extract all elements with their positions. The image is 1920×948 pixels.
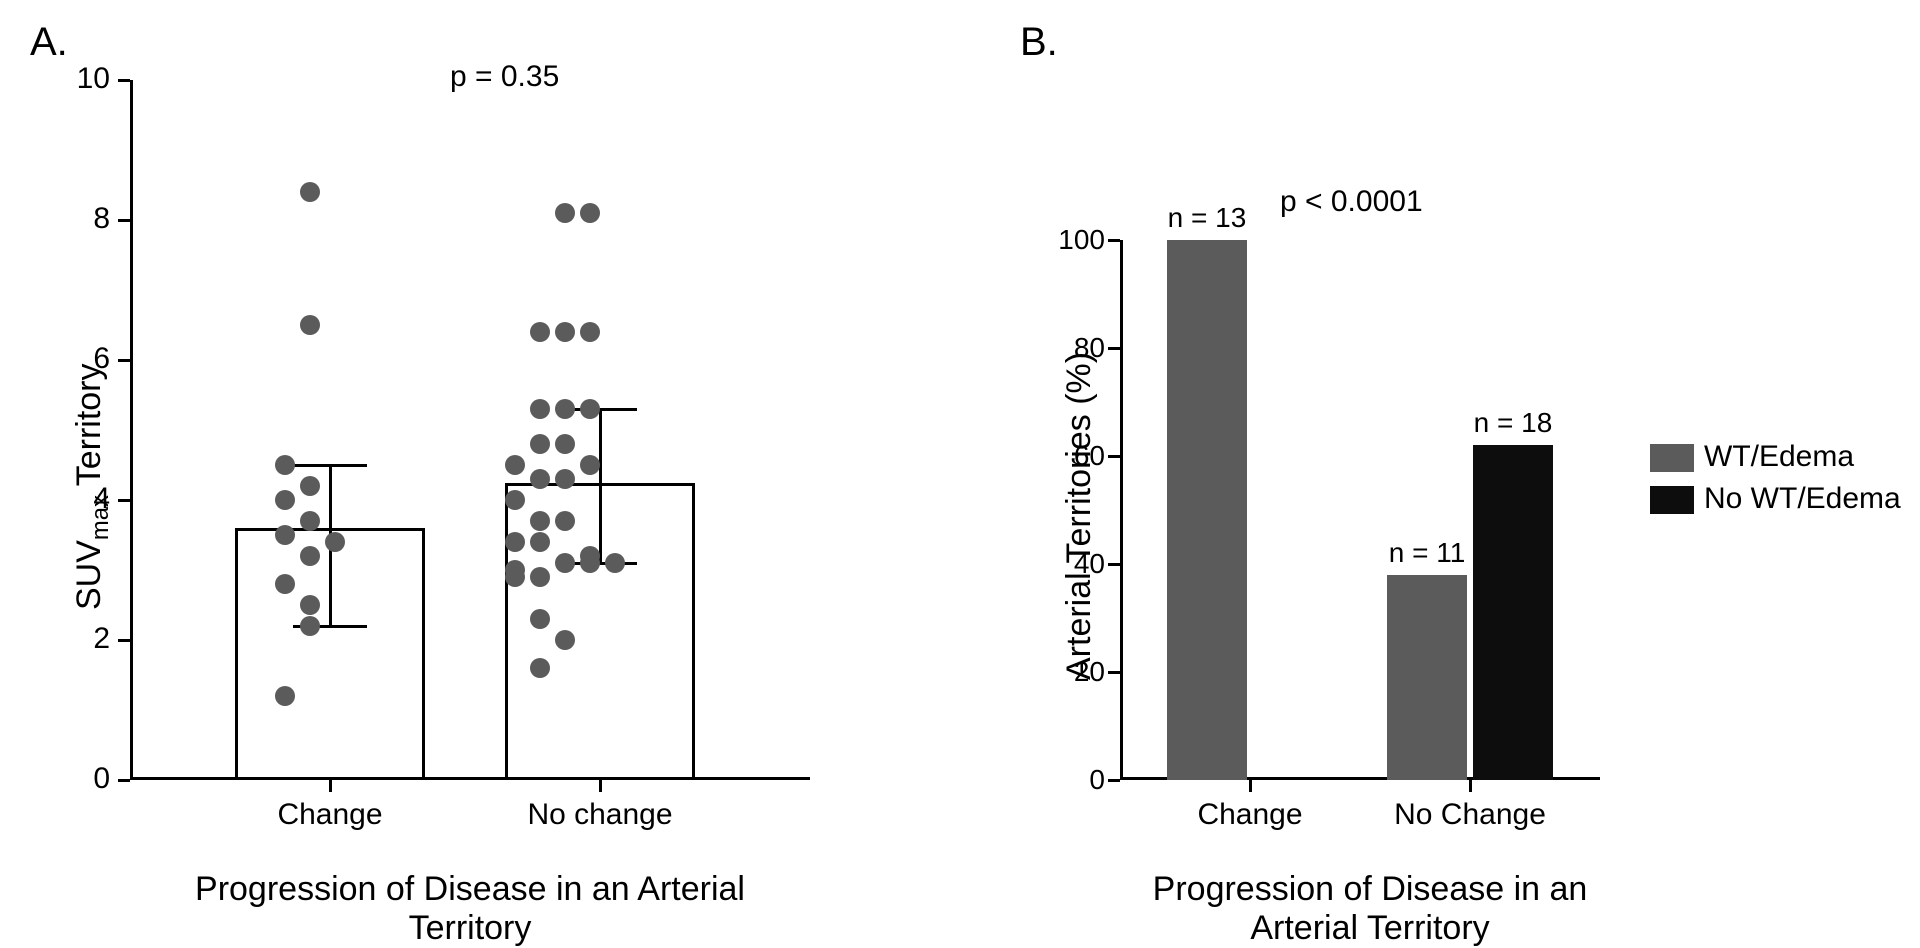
panel-a-scatter-point xyxy=(300,546,320,566)
panel-a-scatter-point xyxy=(530,399,550,419)
legend-label: WT/Edema xyxy=(1704,440,1854,473)
panel-a-scatter-point xyxy=(530,469,550,489)
panel-a-x-tick xyxy=(599,780,602,792)
legend-swatch-icon xyxy=(1650,444,1694,472)
panel-b-x-tick xyxy=(1249,780,1252,792)
panel-a-scatter-point xyxy=(275,490,295,510)
panel-b-y-tick-label: 100 xyxy=(1045,224,1105,256)
panel-a-scatter-point xyxy=(555,399,575,419)
legend-swatch-icon xyxy=(1650,486,1694,514)
panel-b-x-tick-label: Change xyxy=(1160,798,1340,832)
y-label-text-post: Territory xyxy=(70,363,108,495)
panel-a-y-tick xyxy=(118,359,130,362)
panel-a-scatter-point xyxy=(275,525,295,545)
panel-b-y-axis-label: Arterial Territories (%) xyxy=(1060,352,1099,680)
panel-a-scatter-point xyxy=(555,469,575,489)
panel-a-scatter-point xyxy=(300,182,320,202)
panel-a-p-value: p = 0.35 xyxy=(450,60,559,94)
y-label-text-pre: SUV xyxy=(70,540,108,610)
panel-a-y-axis-label: SUVmax Territory xyxy=(70,363,115,610)
panel-b-x-tick-label: No Change xyxy=(1380,798,1560,832)
panel-a-scatter-point xyxy=(505,567,525,587)
panel-a-scatter-point xyxy=(275,574,295,594)
panel-a-y-tick xyxy=(118,79,130,82)
panel-b-x-tick xyxy=(1469,780,1472,792)
panel-a-scatter-point xyxy=(555,511,575,531)
figure-container: A. 0246810ChangeNo change p = 0.35 SUVma… xyxy=(0,0,1920,947)
panel-b-plot: 020406080100n = 13Changen = 11n = 18No C… xyxy=(1120,240,1600,780)
panel-a-y-tick-label: 2 xyxy=(60,622,110,656)
panel-a-scatter-point xyxy=(300,616,320,636)
panel-b-y-axis xyxy=(1120,240,1123,780)
panel-a-scatter-point xyxy=(555,630,575,650)
panel-a-scatter-point xyxy=(555,434,575,454)
panel-a-x-tick xyxy=(329,780,332,792)
panel-a-scatter-point xyxy=(580,455,600,475)
panel-a-scatter-point xyxy=(300,315,320,335)
panel-a-scatter-point xyxy=(505,490,525,510)
panel-a-scatter-point xyxy=(580,203,600,223)
panel-a-scatter-point xyxy=(530,567,550,587)
panel-a-scatter-point xyxy=(555,203,575,223)
panel-b-legend-row: No WT/Edema xyxy=(1650,482,1901,516)
panel-a-y-axis xyxy=(130,80,133,780)
panel-a-y-tick-label: 8 xyxy=(60,202,110,236)
panel-b-y-tick xyxy=(1108,671,1120,674)
panel-a-scatter-point xyxy=(555,322,575,342)
legend-label: No WT/Edema xyxy=(1704,482,1901,515)
panel-b-y-tick xyxy=(1108,239,1120,242)
panel-a-scatter-point xyxy=(505,455,525,475)
panel-a-y-tick xyxy=(118,499,130,502)
panel-a-plot: 0246810ChangeNo change xyxy=(130,80,810,780)
panel-b-n-label: n = 11 xyxy=(1377,537,1477,569)
panel-b-legend: WT/Edema No WT/Edema xyxy=(1650,440,1901,524)
panel-a-error-cap xyxy=(293,464,367,467)
panel-b-x-axis-label: Progression of Disease in an Arterial Te… xyxy=(1100,870,1640,948)
panel-a-y-tick xyxy=(118,639,130,642)
panel-b-n-label: n = 13 xyxy=(1157,202,1257,234)
panel-a-scatter-point xyxy=(530,511,550,531)
panel-a-scatter-point xyxy=(580,322,600,342)
panel-a-scatter-point xyxy=(530,658,550,678)
panel-a-scatter-point xyxy=(275,686,295,706)
panel-b-legend-row: WT/Edema xyxy=(1650,440,1901,474)
panel-a-scatter-point xyxy=(580,553,600,573)
panel-a-scatter-point xyxy=(325,532,345,552)
panel-a-scatter-point xyxy=(555,553,575,573)
panel-b-y-tick xyxy=(1108,455,1120,458)
panel-a-scatter-point xyxy=(530,609,550,629)
panel-a-y-tick-label: 10 xyxy=(60,62,110,96)
panel-a-x-axis xyxy=(130,777,810,780)
panel-a-error-bar xyxy=(599,409,602,563)
panel-b-y-tick-label: 0 xyxy=(1045,764,1105,796)
panel-a-label: A. xyxy=(30,20,68,65)
panel-b-bar xyxy=(1167,240,1247,780)
panel-b-y-tick xyxy=(1108,347,1120,350)
panel-b-y-tick xyxy=(1108,779,1120,782)
panel-a-scatter-point xyxy=(300,595,320,615)
panel-b-bar xyxy=(1387,575,1467,780)
panel-a-x-axis-label: Progression of Disease in an Arterial Te… xyxy=(130,870,810,948)
panel-a-scatter-point xyxy=(530,322,550,342)
panel-a-y-tick xyxy=(118,779,130,782)
panel-a-y-tick-label: 0 xyxy=(60,762,110,796)
panel-b-n-label: n = 18 xyxy=(1463,407,1563,439)
panel-b-bar xyxy=(1473,445,1553,780)
panel-b-label: B. xyxy=(1020,20,1058,65)
panel-a-scatter-point xyxy=(605,553,625,573)
panel-a-scatter-point xyxy=(300,511,320,531)
panel-a-scatter-point xyxy=(530,532,550,552)
panel-a-scatter-point xyxy=(505,532,525,552)
panel-a-scatter-point xyxy=(275,455,295,475)
y-label-text-sub: max xyxy=(87,495,114,540)
panel-a-x-tick-label: Change xyxy=(230,798,430,832)
panel-a-scatter-point xyxy=(580,399,600,419)
panel-a-scatter-point xyxy=(530,434,550,454)
panel-b-y-tick xyxy=(1108,563,1120,566)
panel-a-scatter-point xyxy=(300,476,320,496)
panel-a-y-tick xyxy=(118,219,130,222)
panel-b-p-value: p < 0.0001 xyxy=(1280,185,1423,219)
panel-a-x-tick-label: No change xyxy=(500,798,700,832)
